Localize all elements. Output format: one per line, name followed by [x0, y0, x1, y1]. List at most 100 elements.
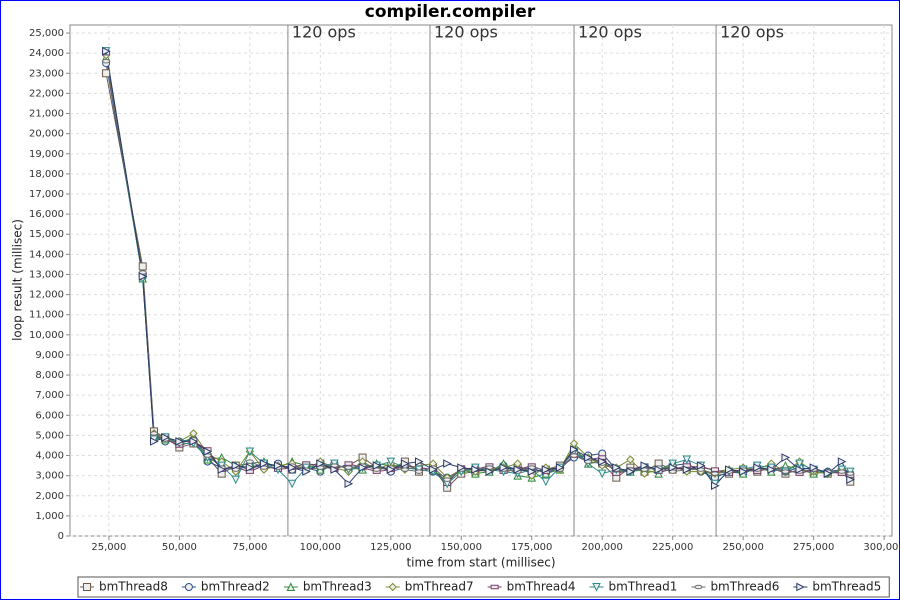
y-axis-label: loop result (millisec)	[11, 219, 25, 341]
y-tick-label: 7,000	[35, 390, 64, 401]
point	[231, 461, 241, 470]
point	[668, 463, 678, 472]
plot-area	[69, 24, 893, 537]
point	[640, 469, 649, 478]
y-tick-label: 12,000	[29, 290, 64, 301]
point	[795, 459, 804, 469]
point	[597, 469, 607, 479]
legend-label: bmThread1	[609, 580, 678, 594]
point	[344, 479, 354, 489]
legend-label: bmThread3	[303, 580, 372, 594]
point	[569, 439, 579, 448]
point	[710, 467, 719, 472]
point	[189, 437, 199, 446]
point	[739, 467, 748, 476]
point	[626, 467, 636, 476]
point	[388, 582, 397, 592]
legend-label: bmThread7	[405, 580, 474, 594]
point	[286, 582, 296, 591]
point	[626, 455, 635, 464]
y-tick-label: 2,000	[35, 491, 64, 502]
point	[386, 457, 396, 467]
point	[570, 453, 579, 458]
point	[161, 433, 170, 442]
y-tick-label: 8,000	[35, 370, 64, 381]
point	[217, 465, 227, 474]
point	[499, 463, 509, 472]
y-tick-label: 14,000	[29, 249, 64, 260]
point	[443, 477, 452, 482]
point	[184, 583, 193, 591]
point	[287, 479, 297, 489]
chart-title: compiler.compiler	[365, 2, 536, 22]
point	[837, 457, 847, 466]
x-tick-label: 250,000	[722, 542, 763, 553]
y-tick-label: 17,000	[29, 189, 64, 200]
point	[598, 457, 607, 466]
point	[259, 459, 269, 468]
point	[682, 455, 692, 465]
y-tick-label: 10,000	[29, 330, 64, 341]
x-tick-label: 200,000	[582, 542, 623, 553]
point	[443, 459, 452, 468]
point	[400, 459, 410, 468]
legend-label: bmThread4	[507, 580, 576, 594]
x-tick-label: 300,000	[863, 542, 900, 553]
y-tick-label: 6,000	[35, 410, 64, 421]
point	[767, 465, 776, 474]
point	[513, 465, 523, 474]
x-tick-label: 125,000	[370, 542, 411, 553]
point	[513, 459, 522, 468]
x-axis-label: time from start (millisec)	[406, 556, 555, 570]
y-tick-label: 19,000	[29, 149, 64, 160]
point	[682, 465, 692, 474]
point	[203, 447, 213, 456]
point	[330, 465, 340, 474]
x-tick-label: 150,000	[441, 542, 482, 553]
point	[781, 453, 791, 462]
point	[245, 459, 254, 464]
legend-item: bmThread8	[80, 580, 168, 594]
point	[457, 463, 466, 472]
point	[245, 463, 255, 472]
point	[414, 457, 424, 466]
point	[795, 465, 805, 474]
point	[612, 463, 621, 472]
point	[150, 437, 159, 446]
point	[414, 469, 423, 474]
x-tick-label: 100,000	[300, 542, 341, 553]
point	[386, 465, 396, 474]
point	[809, 463, 819, 472]
point	[175, 437, 184, 446]
legend: bmThread8 bmThread2 bmThread3 bmThread7 bmTh…	[77, 576, 890, 598]
y-tick-label: 25,000	[29, 28, 64, 39]
y-tick-label: 4,000	[35, 451, 64, 462]
point	[245, 447, 255, 457]
x-tick-label: 25,000	[91, 542, 126, 553]
point	[555, 463, 565, 472]
x-tick-label: 275,000	[793, 542, 834, 553]
legend-item: bmThread7	[385, 580, 474, 594]
point	[696, 461, 706, 470]
legend-item: bmThread1	[589, 580, 678, 594]
y-tick-label: 15,000	[29, 229, 64, 240]
point	[344, 461, 353, 466]
y-tick-label: 22,000	[29, 88, 64, 99]
point	[592, 583, 601, 592]
y-tick-label: 18,000	[29, 169, 64, 180]
point	[372, 461, 382, 470]
y-tick-label: 3,000	[35, 471, 64, 482]
x-tick-label: 75,000	[232, 542, 267, 553]
marker-label: 120 ops	[720, 23, 784, 42]
legend-item: bmThread2	[181, 580, 270, 594]
point	[527, 467, 537, 476]
legend-item: bmThread4	[487, 580, 576, 594]
point	[102, 46, 111, 56]
point	[654, 465, 664, 474]
point	[138, 262, 147, 271]
point	[753, 463, 762, 472]
y-tick-label: 16,000	[29, 209, 64, 220]
legend-label: bmThread2	[201, 580, 270, 594]
point	[102, 69, 111, 78]
x-tick-label: 50,000	[162, 542, 197, 553]
